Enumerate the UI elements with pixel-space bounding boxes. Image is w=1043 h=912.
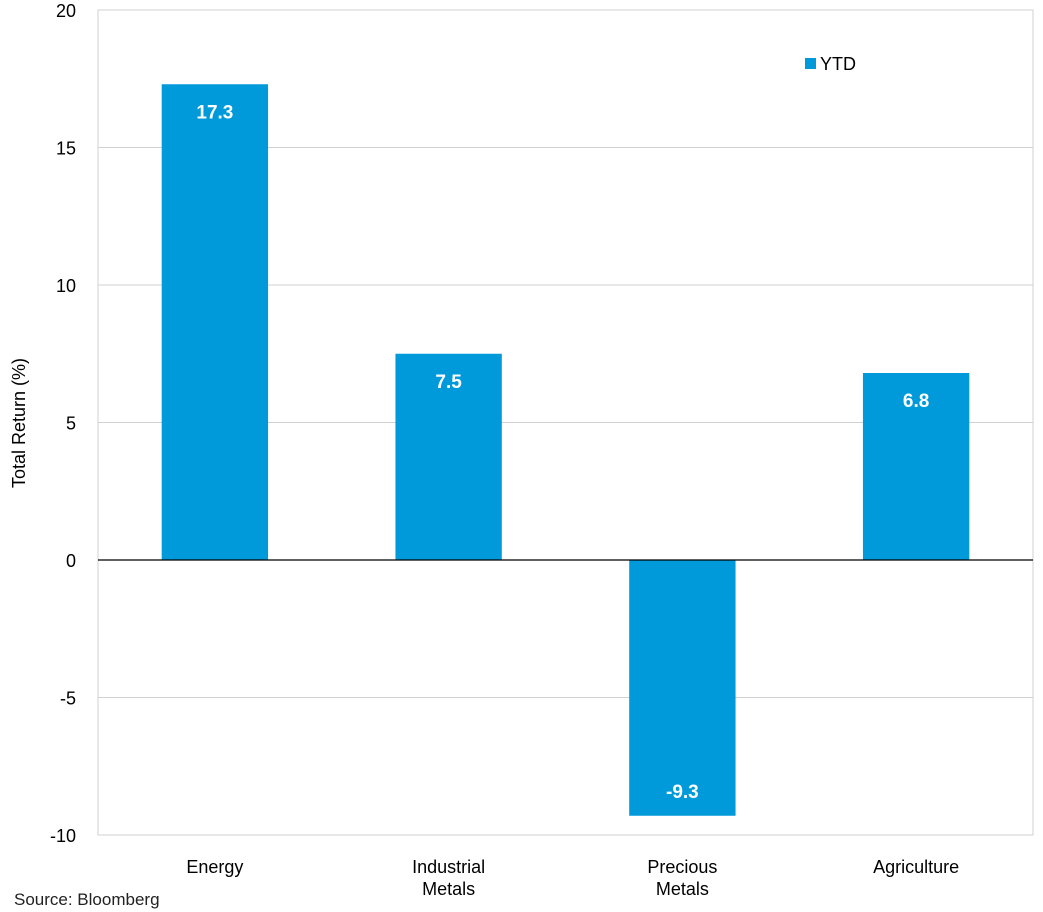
bar [629,560,736,816]
source-note: Source: Bloomberg [14,890,160,909]
y-tick-label: -5 [60,689,76,709]
bar [395,353,502,560]
bars [161,84,970,816]
legend-label-ytd: YTD [820,54,856,74]
y-tick-label: -10 [50,826,76,846]
y-tick-label: 5 [66,414,76,434]
legend: YTD [805,54,856,74]
y-axis-label: Total Return (%) [9,358,29,488]
data-label: 6.8 [903,391,929,412]
y-tick-label: 10 [56,276,76,296]
bar [862,373,970,560]
data-label: -9.3 [666,782,699,803]
data-labels: 17.3 7.5 -9.3 6.8 [196,102,929,803]
y-tick-labels: 20 15 10 5 0 -5 -10 [50,1,76,846]
x-tick-label: Precious Metals [647,857,717,899]
legend-swatch-ytd [805,58,816,69]
x-tick-label: Agriculture [873,857,959,877]
y-tick-label: 15 [56,139,76,159]
x-tick-labels: Energy Industrial Metals Precious Metals Agri… [186,857,959,899]
x-tick-label: Energy [186,857,243,877]
bar [161,84,269,560]
y-tick-label: 20 [56,1,76,21]
data-label: 7.5 [435,372,462,393]
data-label: 17.3 [196,102,233,123]
x-tick-label: Industrial Metals [412,857,485,899]
y-tick-label: 0 [66,551,76,571]
